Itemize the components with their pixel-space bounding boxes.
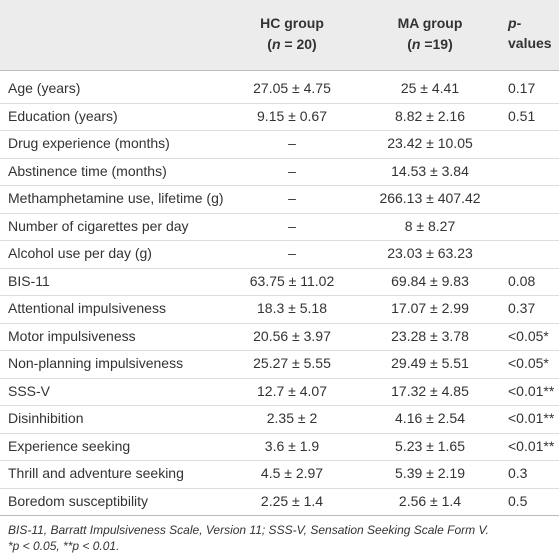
cell-value: 0.37 bbox=[508, 300, 536, 316]
cell-value: – bbox=[288, 162, 296, 179]
row-label: Disinhibition bbox=[8, 410, 84, 426]
row-label: Alcohol use per day (g) bbox=[8, 245, 152, 261]
cell-value: 25.27 ± 5.55 bbox=[253, 355, 331, 371]
cell-value: 25 ± 4.41 bbox=[400, 80, 460, 96]
header-cell: HC group bbox=[260, 15, 324, 31]
header-cell: MA group bbox=[397, 15, 463, 31]
cell-value: 0.5 bbox=[508, 492, 528, 509]
row-label: Age (years) bbox=[8, 80, 81, 96]
cell-value: 23.03 ± 63.23 bbox=[387, 245, 473, 261]
row-divider bbox=[0, 212, 559, 214]
cell-value: 69.84 ± 9.83 bbox=[391, 272, 469, 289]
row-label: Methamphetamine use, lifetime (g) bbox=[8, 190, 224, 206]
cell-value: <0.01** bbox=[508, 382, 555, 399]
cell-value: 18.3 ± 5.18 bbox=[257, 300, 327, 316]
cell-value: 8 ± 8.27 bbox=[404, 217, 456, 234]
text-run: -values bbox=[508, 15, 552, 51]
cell-value: 17.32 ± 4.85 bbox=[391, 382, 469, 399]
cell-value: 2.56 ± 1.4 bbox=[398, 492, 462, 509]
text-run: = 20) bbox=[280, 36, 317, 52]
table-header bbox=[0, 0, 559, 71]
cell-value: 3.6 ± 1.9 bbox=[264, 437, 320, 454]
header-cell: p-values bbox=[508, 13, 559, 53]
row-divider bbox=[0, 460, 559, 461]
row-divider bbox=[0, 295, 559, 296]
row-label: Drug experience (months) bbox=[8, 135, 170, 151]
row-label: Thrill and adventure seeking bbox=[8, 465, 184, 481]
cell-value: 17.07 ± 2.99 bbox=[391, 300, 469, 316]
text-run: ( bbox=[267, 36, 272, 52]
footnote: BIS-11, Barratt Impulsiveness Scale, Ver… bbox=[8, 523, 489, 537]
row-divider bbox=[0, 185, 559, 186]
cell-value: 0.3 bbox=[508, 465, 528, 481]
table-bottom-rule bbox=[0, 515, 559, 516]
row-divider bbox=[0, 267, 559, 269]
row-divider bbox=[0, 487, 559, 489]
cell-value: – bbox=[288, 190, 296, 206]
row-divider bbox=[0, 405, 559, 406]
cell-value: <0.01** bbox=[508, 437, 555, 454]
row-divider bbox=[0, 432, 559, 434]
cell-value: 14.53 ± 3.84 bbox=[391, 162, 469, 179]
cell-value: 9.15 ± 0.67 bbox=[257, 107, 327, 124]
row-divider bbox=[0, 102, 559, 104]
text-run: n bbox=[271, 36, 281, 52]
row-divider bbox=[0, 130, 559, 131]
cell-value: <0.05* bbox=[508, 355, 549, 371]
text-run: p bbox=[508, 15, 517, 31]
row-label: Number of cigarettes per day bbox=[8, 217, 189, 234]
row-divider bbox=[0, 350, 559, 351]
row-label: Motor impulsiveness bbox=[8, 327, 136, 344]
cell-value: 20.56 ± 3.97 bbox=[253, 327, 331, 344]
row-divider bbox=[0, 240, 559, 241]
cell-value: 27.05 ± 4.75 bbox=[253, 80, 331, 96]
cell-value: 63.75 ± 11.02 bbox=[249, 272, 335, 289]
cell-value: 266.13 ± 407.42 bbox=[379, 190, 481, 206]
row-divider bbox=[0, 322, 559, 324]
cell-value: – bbox=[288, 135, 296, 151]
cell-value: 4.5 ± 2.97 bbox=[260, 465, 324, 481]
row-label: Abstinence time (months) bbox=[8, 162, 167, 179]
row-divider bbox=[0, 377, 559, 379]
row-label: Boredom susceptibility bbox=[8, 492, 149, 509]
cell-value: 5.23 ± 1.65 bbox=[395, 437, 465, 454]
cell-value: 2.25 ± 1.4 bbox=[260, 492, 324, 509]
footnote: *p < 0.05, **p < 0.01. bbox=[8, 539, 120, 553]
row-divider bbox=[0, 157, 559, 159]
row-label: Non-planning impulsiveness bbox=[8, 355, 184, 371]
row-label: SSS-V bbox=[8, 382, 51, 399]
header-cell: (n = 20) bbox=[242, 34, 342, 54]
cell-value: – bbox=[288, 245, 296, 261]
cell-value: <0.01** bbox=[508, 410, 555, 426]
cell-value: 0.17 bbox=[508, 80, 536, 96]
row-label: Experience seeking bbox=[8, 437, 131, 454]
cell-value: 29.49 ± 5.51 bbox=[391, 355, 469, 371]
text-run: ( bbox=[407, 36, 412, 52]
row-label: Attentional impulsiveness bbox=[8, 300, 166, 316]
cell-value: 5.39 ± 2.19 bbox=[395, 465, 465, 481]
text-run: =19) bbox=[420, 36, 453, 52]
row-label: BIS-11 bbox=[8, 272, 50, 289]
text-run: n bbox=[411, 36, 421, 52]
cell-value: 4.16 ± 2.54 bbox=[395, 410, 465, 426]
cell-value: 8.82 ± 2.16 bbox=[395, 107, 465, 124]
cell-value: 23.42 ± 10.05 bbox=[387, 135, 473, 151]
header-cell: (n =19) bbox=[360, 34, 500, 54]
cell-value: 2.35 ± 2 bbox=[266, 410, 318, 426]
cell-value: 0.51 bbox=[508, 107, 536, 124]
cell-value: – bbox=[288, 217, 296, 234]
cell-value: 23.28 ± 3.78 bbox=[391, 327, 469, 344]
cell-value: <0.05* bbox=[508, 327, 549, 344]
cell-value: 12.7 ± 4.07 bbox=[257, 382, 327, 399]
row-label: Education (years) bbox=[8, 107, 118, 124]
cell-value: 0.08 bbox=[508, 272, 536, 289]
